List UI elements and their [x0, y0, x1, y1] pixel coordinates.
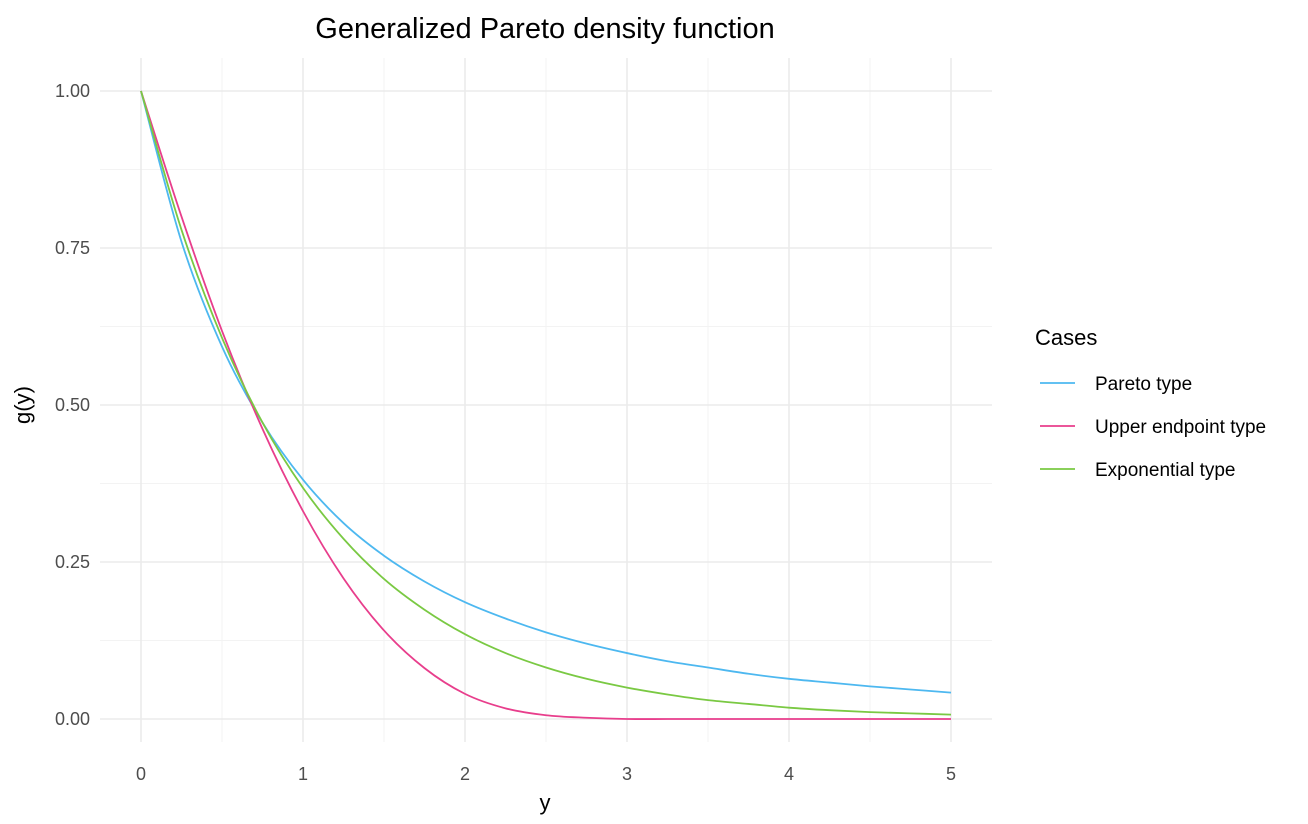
legend-label-pareto-type: Pareto type	[1095, 374, 1192, 395]
y-tick-label: 1.00	[55, 81, 90, 101]
y-axis-ticks: 0.00 0.25 0.50 0.75 1.00	[55, 81, 90, 729]
x-tick-label: 3	[622, 764, 632, 784]
series-line-pareto-type	[140, 90, 952, 694]
chart-title: Generalized Pareto density function	[315, 13, 774, 45]
y-tick-label: 0.00	[55, 709, 90, 729]
y-tick-label: 0.75	[55, 238, 90, 258]
x-axis-ticks: 0 1 2 3 4 5	[136, 764, 956, 784]
y-tick-label: 0.50	[55, 395, 90, 415]
grid	[100, 58, 992, 742]
legend-items: Pareto type Upper endpoint type Exponentia…	[1040, 374, 1266, 481]
y-tick-label: 0.25	[55, 552, 90, 572]
x-tick-label: 4	[784, 764, 794, 784]
series-lines	[140, 90, 952, 720]
legend-label-exponential-type: Exponential type	[1095, 460, 1236, 481]
x-tick-label: 0	[136, 764, 146, 784]
series-line-exponential-type	[140, 90, 952, 716]
legend-label-upper-endpoint-type: Upper endpoint type	[1095, 417, 1266, 438]
x-axis-title: y	[540, 790, 551, 815]
y-axis-title: g(y)	[10, 386, 35, 424]
x-tick-label: 2	[460, 764, 470, 784]
x-tick-label: 1	[298, 764, 308, 784]
legend: Cases Pareto type Upper endpoint type Expo…	[1035, 325, 1266, 481]
x-tick-label: 5	[946, 764, 956, 784]
legend-title: Cases	[1035, 325, 1097, 350]
